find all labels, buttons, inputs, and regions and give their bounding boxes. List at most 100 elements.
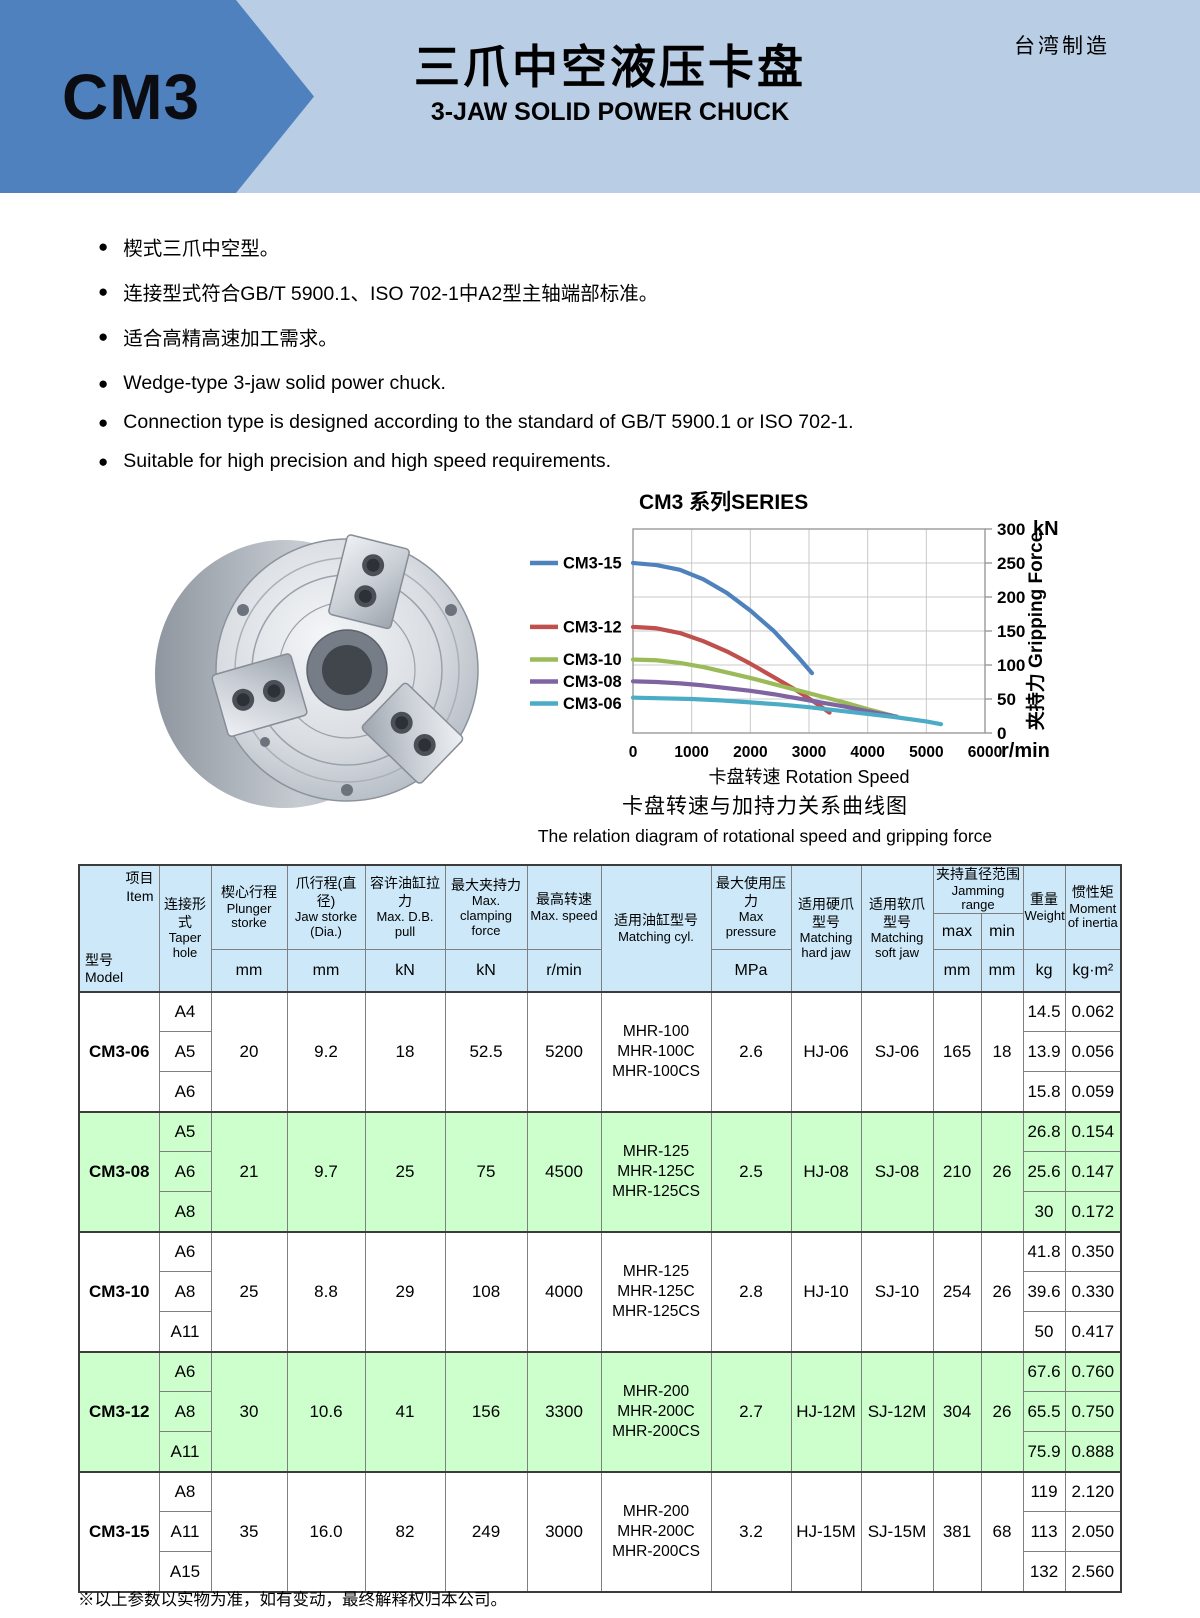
cyl-line: MHR-200 xyxy=(622,1502,690,1520)
taper-CM3-10-A8: A8 xyxy=(158,1271,212,1313)
inertia-CM3-15-A8: 2.120 xyxy=(1064,1470,1122,1513)
model-CM3-08: CM3-08 xyxy=(78,1110,160,1233)
jamming-max-CM3-06: 165 xyxy=(932,990,982,1113)
hdr-hard-jaw-zh: 适用硬爪型号 xyxy=(798,896,854,930)
corner-model-label: 型号 Model xyxy=(85,951,124,986)
matching-cyl-CM3-08: MHR-125 MHR-125C MHR-125CS xyxy=(600,1110,712,1233)
jamming-max-CM3-08: 210 xyxy=(932,1110,982,1233)
table-row-CM3-06-A6: A6 15.8 0.059 xyxy=(79,1071,1122,1113)
page-title: 三爪中空液压卡盘 3-JAW SOLID POWER CHUCK xyxy=(320,42,900,127)
table-row-CM3-12-A6: CM3-12 A6 30 10.6 41 156 3300 MHR-200 MHR-200C MH… xyxy=(78,1350,1122,1473)
matching-cyl-CM3-15: MHR-200 MHR-200C MHR-200CS xyxy=(600,1470,712,1593)
feature-en-1: ● Connection type is designed according t… xyxy=(98,411,854,434)
hdr-col-1-en: Jaw storke (Dia.) xyxy=(294,909,358,940)
inertia-CM3-10-A6: 0.350 xyxy=(1064,1230,1122,1273)
model-arrow-shape: CM3 xyxy=(0,0,314,193)
chart-series-CM3-15 xyxy=(630,560,815,676)
weight-CM3-15-A15: 132 xyxy=(1022,1551,1066,1593)
jamming-max-CM3-12: 304 xyxy=(932,1350,982,1473)
hdr-inertia: 惯性矩 Moment of inertia xyxy=(1064,864,1122,951)
x-tick-label: 6000 xyxy=(968,744,1002,761)
max-speed-CM3-06: 5200 xyxy=(526,990,602,1113)
feature-en-text-0: Wedge-type 3-jaw solid power chuck. xyxy=(123,372,446,394)
taper-CM3-08-A5: A5 xyxy=(158,1110,212,1153)
hdr-col-3: 最大夹持力 Max. clamping force xyxy=(444,864,528,951)
bullet-icon: ● xyxy=(98,413,109,432)
origin-label: 台湾制造 xyxy=(1014,35,1110,58)
model-CM3-12: CM3-12 xyxy=(78,1350,160,1473)
cyl-line: MHR-125 xyxy=(622,1262,690,1280)
weight-CM3-12-A8: 65.5 xyxy=(1022,1391,1066,1433)
inertia-CM3-10-A11: 0.417 xyxy=(1064,1311,1122,1353)
table-row-CM3-08-A8: A8 30 0.172 xyxy=(79,1191,1122,1233)
table-row-CM3-15-A8: CM3-15 A8 35 16.0 82 249 3000 MHR-200 MHR-200C MH… xyxy=(78,1470,1122,1593)
y-axis-title: 夹持力 Gripping Force xyxy=(1024,532,1047,730)
matching-cyl-CM3-10: MHR-125 MHR-125C MHR-125CS xyxy=(600,1230,712,1353)
max-pressure-CM3-10: 2.8 xyxy=(710,1230,792,1353)
hdr-pressure: 最大使用压力 Max pressure xyxy=(710,864,792,951)
chart-caption-zh: 卡盘转速与加持力关系曲线图 xyxy=(622,795,908,818)
cyl-line: MHR-200C xyxy=(617,1402,695,1420)
cyl-line: MHR-100 xyxy=(622,1022,690,1040)
inertia-CM3-15-A11: 2.050 xyxy=(1064,1511,1122,1553)
hdr-soft-jaw: 适用软爪型号 Matching soft jaw xyxy=(860,864,934,993)
feature-zh-text-1: 连接型式符合GB/T 5900.1、ISO 702-1中A2型主轴端部标准。 xyxy=(123,283,659,305)
hdr-taper-en: Taper hole xyxy=(168,930,202,960)
hdr-cyl-en: Matching cyl. xyxy=(618,928,694,944)
hdr-col-2-zh: 容许油缸拉力 xyxy=(370,875,440,909)
taper-CM3-06-A5: A5 xyxy=(158,1031,212,1073)
chart-caption-en: The relation diagram of rotational speed… xyxy=(537,826,993,846)
taper-CM3-12-A8: A8 xyxy=(158,1391,212,1433)
x-tick-label: 0 xyxy=(629,744,638,761)
weight-CM3-10-A8: 39.6 xyxy=(1022,1271,1066,1313)
cyl-line: MHR-100CS xyxy=(612,1062,700,1080)
max-speed-CM3-08: 4500 xyxy=(526,1110,602,1233)
clamping-force-CM3-06: 52.5 xyxy=(444,990,528,1113)
matching-cyl-CM3-06: MHR-100 MHR-100C MHR-100CS xyxy=(600,990,712,1113)
hard-jaw-CM3-12: HJ-12M xyxy=(790,1350,862,1473)
hdr-col-2-en: Max. D.B. pull xyxy=(376,909,434,940)
db-pull-CM3-15: 82 xyxy=(364,1470,446,1593)
table-row-CM3-06-A5: A5 13.9 0.056 xyxy=(79,1031,1122,1073)
legend-label-CM3-10: CM3-10 xyxy=(563,651,622,669)
hdr-col-4-en: Max. speed xyxy=(530,907,598,923)
hdr-col-4-zh: 最高转速 xyxy=(536,891,592,908)
taper-CM3-06-A4: A4 xyxy=(158,990,212,1033)
legend-label-CM3-08: CM3-08 xyxy=(563,673,622,691)
clamping-force-CM3-10: 108 xyxy=(444,1230,528,1353)
matching-cyl-CM3-12: MHR-200 MHR-200C MHR-200CS xyxy=(600,1350,712,1473)
soft-jaw-CM3-08: SJ-08 xyxy=(860,1110,934,1233)
jamming-min-CM3-10: 26 xyxy=(980,1230,1024,1353)
feature-zh-0: ● 楔式三爪中空型。 xyxy=(98,232,658,261)
chart-title: CM3 系列SERIES xyxy=(639,491,808,514)
soft-jaw-CM3-12: SJ-12M xyxy=(860,1350,934,1473)
y-tick-label: 250 xyxy=(997,554,1025,573)
feature-zh-text-2: 适合高精高速加工需求。 xyxy=(123,328,338,350)
jamming-max-CM3-10: 254 xyxy=(932,1230,982,1353)
table-row-CM3-15-A11: A11 113 2.050 xyxy=(79,1511,1122,1553)
corner-item-label: 项目 Item xyxy=(125,870,154,904)
clamping-force-CM3-15: 249 xyxy=(444,1470,528,1593)
max-speed-CM3-15: 3000 xyxy=(526,1470,602,1593)
chart-caption: 卡盘转速与加持力关系曲线图 The relation diagram of ro… xyxy=(480,790,1050,847)
hdr-inertia-zh: 惯性矩 xyxy=(1071,884,1114,900)
x-tick-label: 1000 xyxy=(674,744,708,761)
chart-series-CM3-08 xyxy=(630,679,900,719)
hdr-col-0: 楔心行程 Plunger storke xyxy=(210,864,288,951)
cyl-line: MHR-125CS xyxy=(612,1302,700,1320)
inertia-CM3-08-A5: 0.154 xyxy=(1064,1110,1122,1153)
weight-CM3-15-A11: 113 xyxy=(1022,1511,1066,1553)
spec-table: 项目 Item 型号 Model 连接形式 Taper hole 楔心行程 Plunger s… xyxy=(78,864,1123,1593)
hdr-col-0-en: Plunger storke xyxy=(226,900,272,931)
hard-jaw-CM3-15: HJ-15M xyxy=(790,1470,862,1593)
table-row-CM3-08-A5: CM3-08 A5 21 9.7 25 75 4500 MHR-125 MHR-125C MHR-… xyxy=(78,1110,1122,1233)
unit-col-3: kN xyxy=(444,949,528,993)
inertia-CM3-06-A5: 0.056 xyxy=(1064,1031,1122,1073)
product-photo xyxy=(155,534,479,808)
weight-CM3-15-A8: 119 xyxy=(1022,1470,1066,1513)
hdr-col-0-zh: 楔心行程 xyxy=(221,884,277,900)
x-tick-label: 4000 xyxy=(850,744,884,761)
bullet-icon: ● xyxy=(98,237,109,256)
max-pressure-CM3-15: 3.2 xyxy=(710,1470,792,1593)
hard-jaw-CM3-06: HJ-06 xyxy=(790,990,862,1113)
